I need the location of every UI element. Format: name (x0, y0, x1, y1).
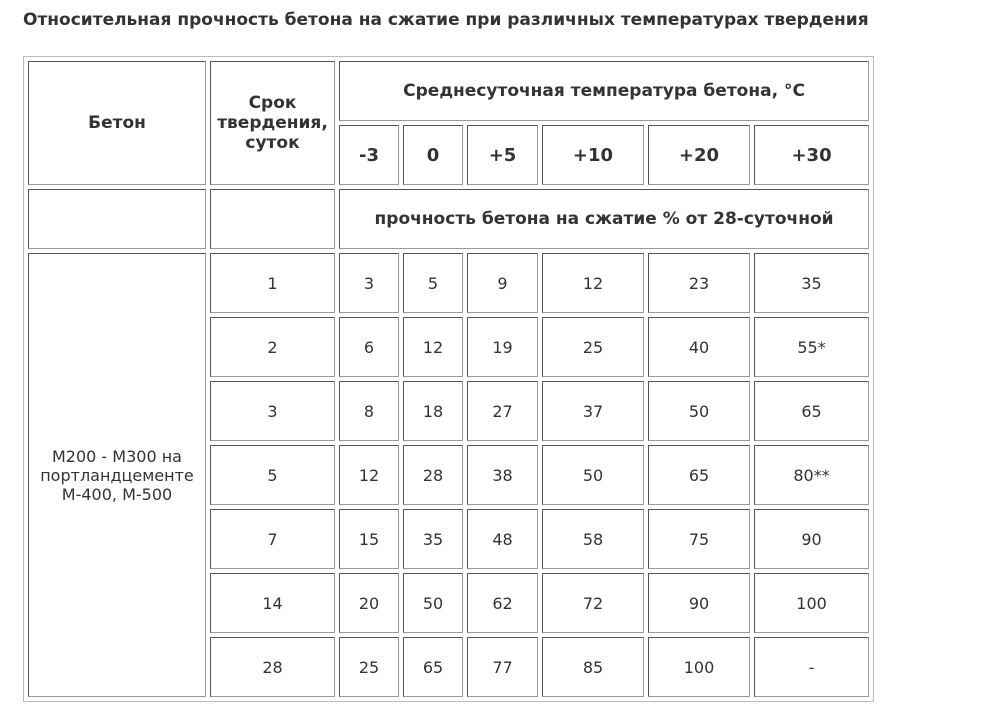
temperature-header: +30 (754, 125, 870, 185)
table-row: 5 12 28 38 50 65 80** (28, 445, 870, 505)
strength-value: 20 (339, 573, 399, 633)
concrete-grade: М200 - М300 на портландцементе М-400, М-… (28, 253, 206, 697)
table-row: 2 6 12 19 25 40 55* (28, 317, 870, 377)
header-temperature: Среднесуточная температура бетона, °C (339, 61, 870, 121)
table-row: 3 8 18 27 37 50 65 (28, 381, 870, 441)
strength-value: 12 (339, 445, 399, 505)
strength-value: - (754, 637, 870, 697)
header-concrete: Бетон (28, 61, 206, 185)
strength-value: 15 (339, 509, 399, 569)
strength-value: 12 (542, 253, 644, 313)
strength-value: 6 (339, 317, 399, 377)
temperature-header: +5 (467, 125, 538, 185)
strength-value: 65 (754, 381, 870, 441)
strength-value: 100 (754, 573, 870, 633)
strength-table: Бетон Срок твердения, суток Среднесуточн… (23, 56, 875, 702)
strength-value: 27 (467, 381, 538, 441)
strength-value: 90 (648, 573, 750, 633)
strength-value: 35 (754, 253, 870, 313)
page-title: Относительная прочность бетона на сжатие… (23, 10, 869, 30)
strength-value: 37 (542, 381, 644, 441)
strength-value: 75 (648, 509, 750, 569)
strength-value: 3 (339, 253, 399, 313)
header-strength: прочность бетона на сжатие % от 28-суточ… (339, 189, 870, 249)
days-cell: 3 (210, 381, 335, 441)
empty-cell (28, 189, 206, 249)
strength-value: 23 (648, 253, 750, 313)
empty-cell (210, 189, 335, 249)
days-cell: 14 (210, 573, 335, 633)
temperature-header: +10 (542, 125, 644, 185)
header-days: Срок твердения, суток (210, 61, 335, 185)
temperature-header: 0 (403, 125, 463, 185)
table-row: М200 - М300 на портландцементе М-400, М-… (28, 253, 870, 697)
table-row: 14 20 50 62 72 90 100 (28, 573, 870, 633)
strength-value: 8 (339, 381, 399, 441)
strength-value: 25 (339, 637, 399, 697)
strength-value: 50 (403, 573, 463, 633)
strength-value: 18 (403, 381, 463, 441)
strength-value: 9 (467, 253, 538, 313)
strength-value: 48 (467, 509, 538, 569)
strength-value: 40 (648, 317, 750, 377)
strength-value: 80** (754, 445, 870, 505)
days-cell: 28 (210, 637, 335, 697)
table-row: 28 25 65 77 85 100- (28, 637, 870, 697)
strength-value: 90 (754, 509, 870, 569)
strength-value: 12 (403, 317, 463, 377)
strength-value: 28 (403, 445, 463, 505)
days-cell: 1 (210, 253, 335, 313)
strength-value: 38 (467, 445, 538, 505)
strength-value: 65 (648, 445, 750, 505)
strength-value: 55* (754, 317, 870, 377)
strength-value: 77 (467, 637, 538, 697)
temperature-header: -3 (339, 125, 399, 185)
strength-value: 62 (467, 573, 538, 633)
strength-value: 58 (542, 509, 644, 569)
strength-value: 50 (648, 381, 750, 441)
strength-value: 50 (542, 445, 644, 505)
strength-value: 19 (467, 317, 538, 377)
temperature-header: +20 (648, 125, 750, 185)
strength-value: 35 (403, 509, 463, 569)
strength-value: 100 (648, 637, 750, 697)
strength-value: 65 (403, 637, 463, 697)
strength-value: 85 (542, 637, 644, 697)
strength-value: 5 (403, 253, 463, 313)
days-cell: 2 (210, 317, 335, 377)
days-cell: 5 (210, 445, 335, 505)
days-cell: 7 (210, 509, 335, 569)
table-row: 7 15 35 48 58 75 90 (28, 509, 870, 569)
strength-value: 25 (542, 317, 644, 377)
strength-value: 72 (542, 573, 644, 633)
